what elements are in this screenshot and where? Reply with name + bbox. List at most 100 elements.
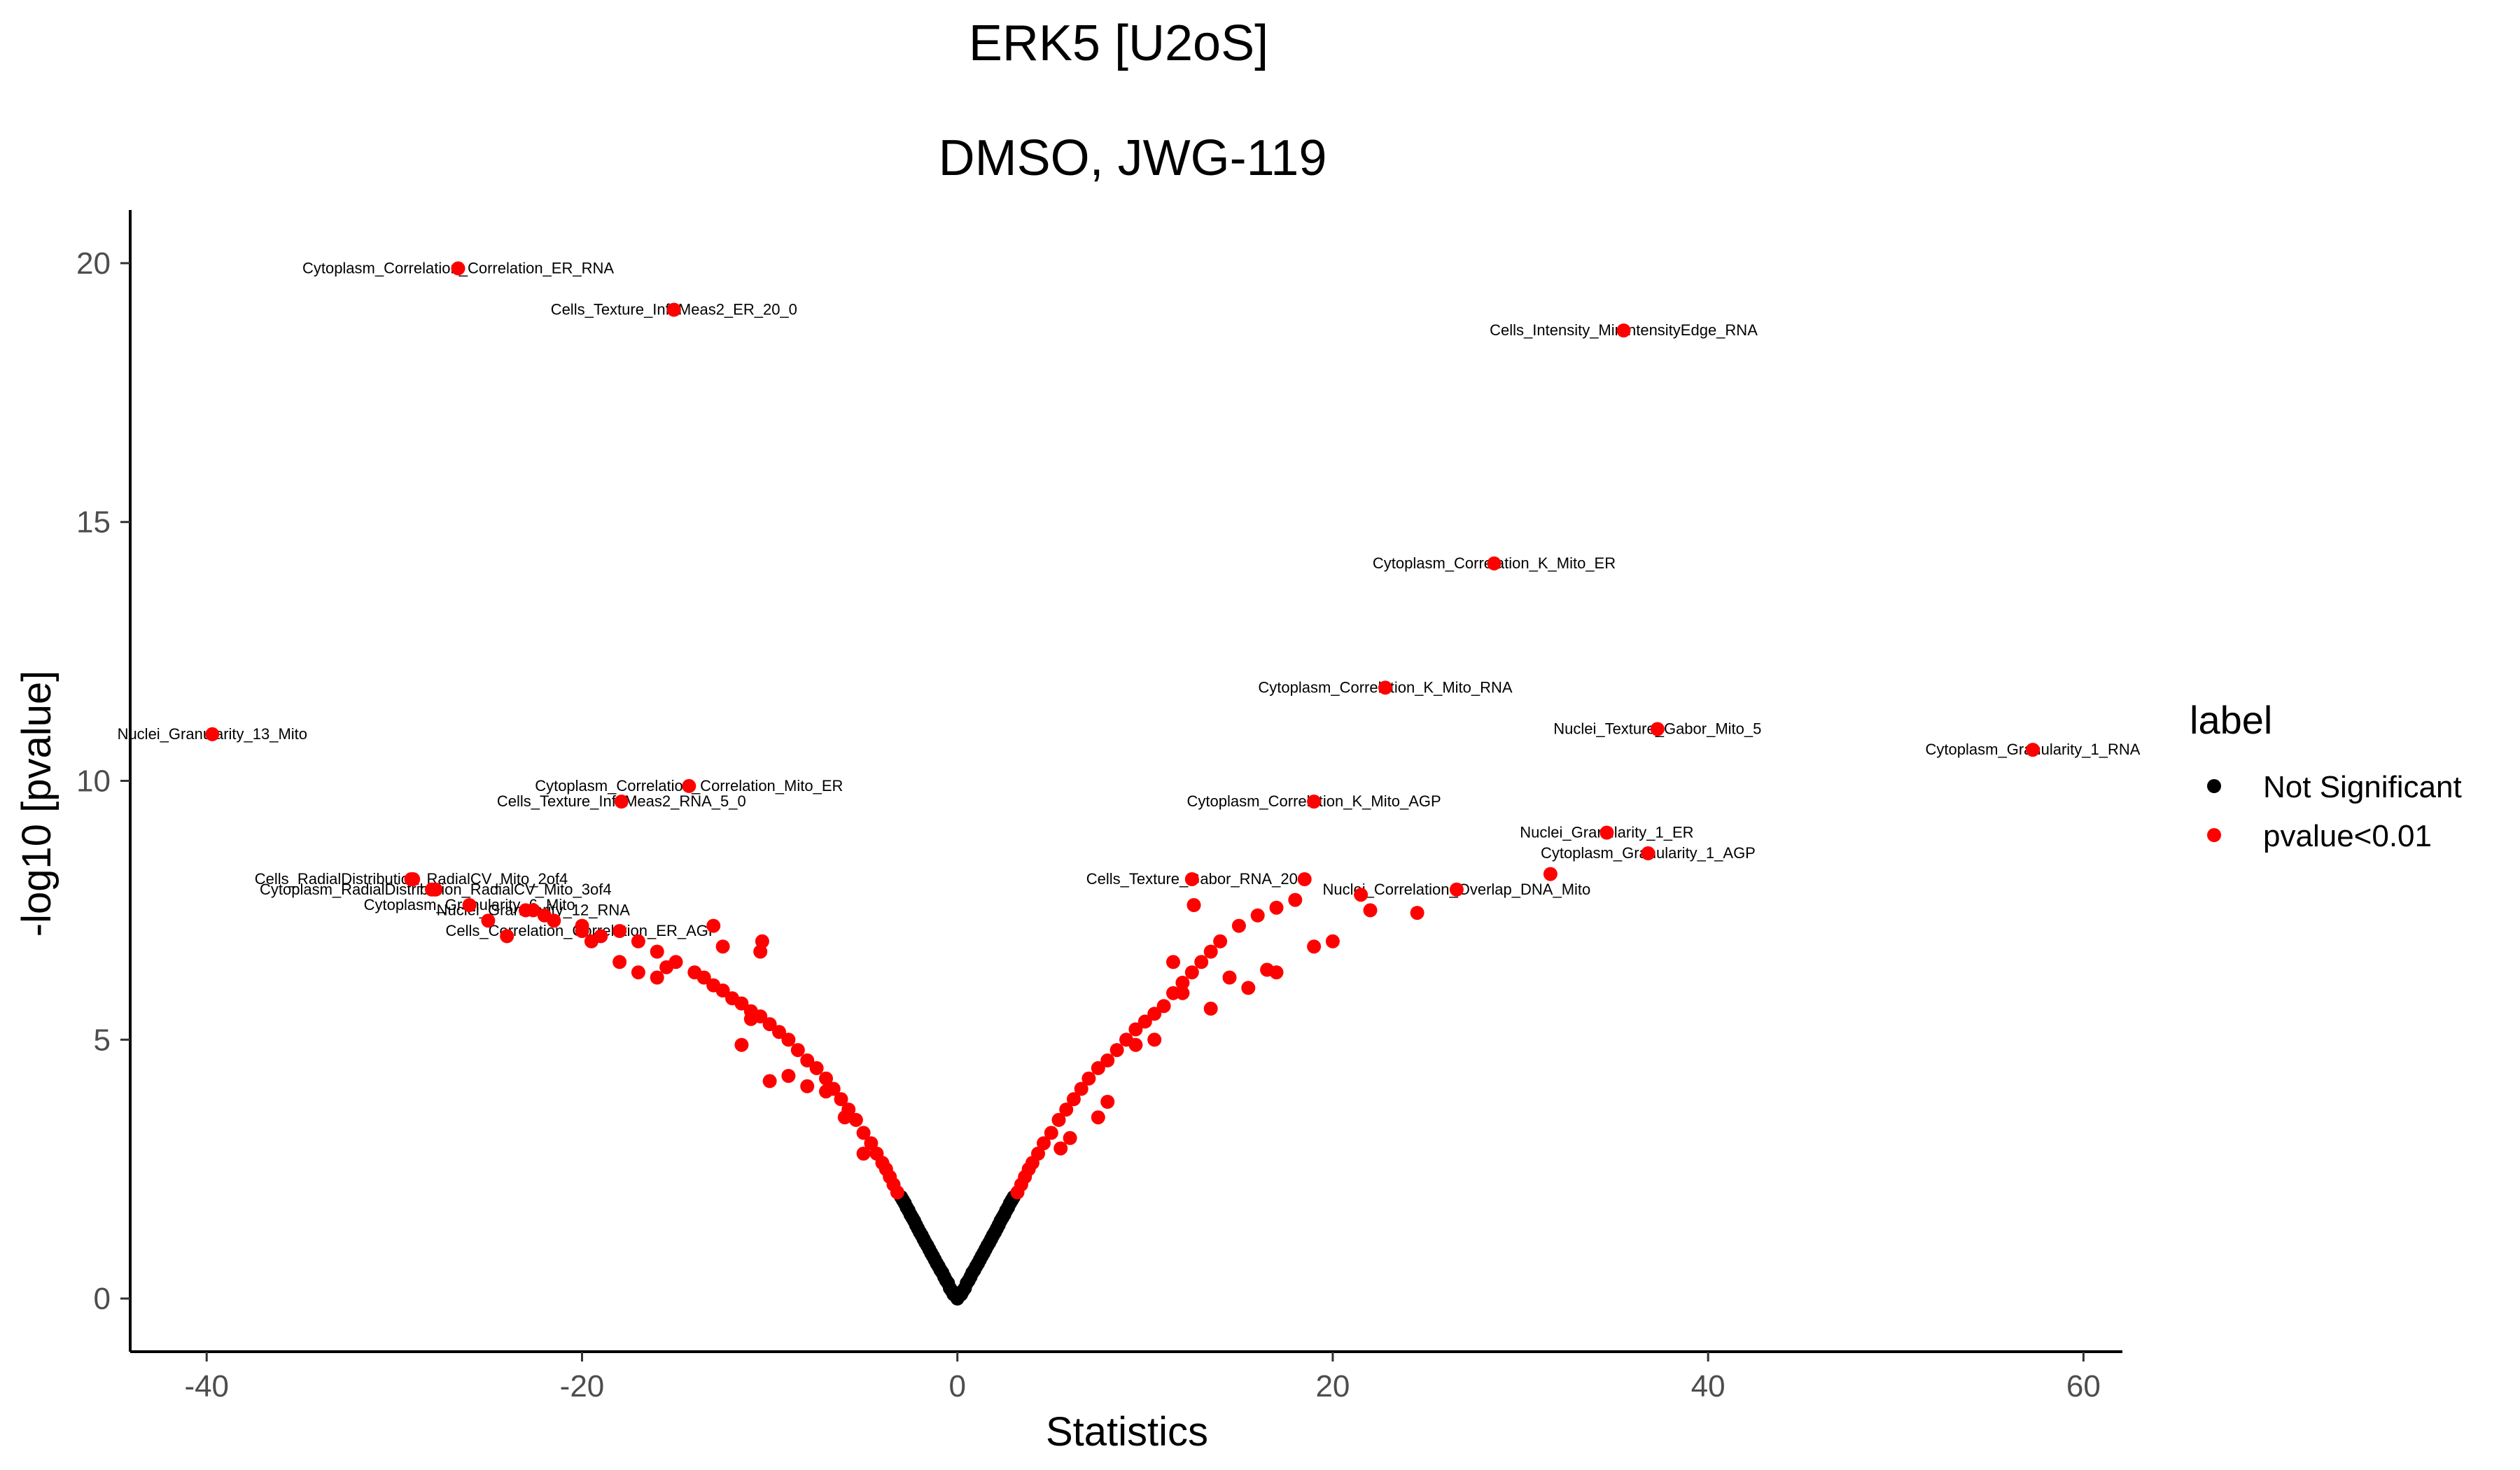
legend-swatch-not-significant — [2207, 779, 2221, 793]
point-significant-105 — [1269, 965, 1284, 980]
point-significant-18 — [1059, 1102, 1074, 1117]
point-significant-92 — [706, 918, 721, 933]
point-significant-13 — [864, 1136, 878, 1151]
point-significant-124 — [404, 872, 419, 886]
point-significant-28 — [1100, 1053, 1115, 1068]
point-significant-49 — [706, 978, 721, 993]
chart-subtitle: DMSO, JWG-119 — [939, 130, 1327, 186]
point-significant-30 — [1110, 1043, 1124, 1058]
point-significant-93 — [715, 939, 730, 954]
point-significant-22 — [1074, 1082, 1088, 1096]
point-significant-53 — [687, 965, 702, 980]
point-significant-29 — [800, 1053, 815, 1068]
point-significant-14 — [1044, 1126, 1058, 1140]
point-significant-27 — [809, 1060, 824, 1075]
point-significant-37 — [762, 1017, 777, 1032]
point-significant-36 — [1138, 1014, 1152, 1029]
point-significant-87 — [1222, 970, 1237, 985]
point-significant-113 — [1543, 867, 1558, 881]
point-significant-12 — [1037, 1136, 1051, 1151]
point-significant-44 — [1175, 975, 1190, 990]
x-axis-ticks: -40 -20 0 20 40 60 — [184, 1352, 2101, 1404]
y-tick-label-3: 15 — [76, 505, 111, 540]
point-significant-99 — [734, 1037, 749, 1052]
point-significant-111 — [1487, 556, 1502, 570]
legend-title: label — [2190, 698, 2272, 742]
point-significant-25 — [819, 1071, 833, 1086]
point-significant-107 — [1184, 872, 1199, 886]
point-significant-80 — [1100, 1095, 1115, 1109]
point-significant-118 — [2026, 743, 2040, 757]
point-significant-103 — [1203, 1001, 1218, 1016]
point-significant-96 — [631, 965, 645, 980]
point-significant-128 — [526, 903, 540, 918]
point-significant-116 — [1650, 722, 1665, 736]
point-significant-94 — [659, 960, 674, 974]
y-axis-label: -log10 [pvalue] — [14, 671, 59, 937]
point-significant-35 — [772, 1025, 786, 1040]
point-significant-97 — [612, 955, 627, 969]
point-significant-100 — [762, 1074, 777, 1088]
point-significant-50 — [1203, 944, 1218, 959]
legend-label-not-significant: Not Significant — [2263, 770, 2462, 804]
point-significant-125 — [428, 882, 443, 897]
point-significant-77 — [800, 1079, 815, 1093]
chart-title: ERK5 [U2oS] — [969, 15, 1268, 71]
point-significant-68 — [1363, 903, 1378, 918]
point-significant-75 — [743, 1011, 758, 1026]
point-significant-48 — [1194, 955, 1209, 969]
x-tick-label-1: -20 — [560, 1369, 605, 1404]
point-significant-119 — [451, 261, 465, 276]
point-significant-54 — [1231, 918, 1246, 933]
point-significant-57 — [650, 944, 664, 959]
point-significant-64 — [1325, 934, 1340, 948]
point-labels: Cytoplasm_Correlation_Correlation_ER_RNA… — [118, 259, 2141, 939]
point-significant-59 — [631, 934, 645, 948]
point-significant-114 — [1600, 825, 1614, 840]
point-significant-115 — [1641, 846, 1656, 860]
point-significant-117 — [1616, 323, 1631, 338]
point-significant-56 — [1250, 908, 1265, 923]
point-significant-15 — [856, 1126, 871, 1140]
x-tick-label-0: -40 — [184, 1369, 229, 1404]
point-significant-11 — [869, 1147, 884, 1161]
point-significant-109 — [1307, 794, 1322, 809]
x-tick-label-4: 40 — [1691, 1369, 1726, 1404]
point-significant-21 — [834, 1092, 848, 1107]
y-tick-label-0: 0 — [94, 1282, 111, 1316]
point-significant-31 — [790, 1043, 805, 1058]
point-significant-95 — [650, 970, 664, 985]
point-significant-83 — [856, 1147, 871, 1161]
y-tick-label-1: 5 — [94, 1023, 111, 1057]
point-significant-38 — [1147, 1007, 1162, 1021]
point-significant-62 — [1307, 939, 1322, 954]
point-significant-24 — [1082, 1071, 1096, 1086]
point-significant-26 — [1091, 1060, 1105, 1075]
point-significant-126 — [575, 924, 589, 938]
point-significant-108 — [1297, 872, 1312, 886]
legend-swatch-significant — [2207, 828, 2221, 842]
point-significant-69 — [537, 908, 552, 923]
point-significant-89 — [462, 898, 477, 912]
point-significant-102 — [1147, 1032, 1162, 1047]
point-significant-82 — [837, 1110, 852, 1125]
point-significant-66 — [1354, 888, 1368, 902]
point-significant-84 — [1054, 1141, 1068, 1156]
point-significant-61 — [612, 924, 627, 938]
point-significant-52 — [1213, 934, 1228, 948]
point-significant-122 — [682, 778, 696, 793]
point-significant-46 — [1184, 965, 1199, 980]
point-significant-110 — [1378, 680, 1392, 695]
point-significant-45 — [725, 991, 739, 1006]
point-significant-121 — [205, 727, 220, 741]
point-significant-58 — [1269, 900, 1284, 915]
x-tick-label-2: 0 — [948, 1369, 965, 1404]
point-significant-78 — [819, 1084, 833, 1099]
point-significant-106 — [1186, 898, 1201, 912]
point-significant-73 — [481, 913, 496, 928]
data-points — [205, 261, 2040, 1306]
legend-label-significant: pvalue<0.01 — [2263, 819, 2432, 853]
point-significant-60 — [1288, 892, 1303, 907]
x-tick-label-3: 20 — [1315, 1369, 1350, 1404]
